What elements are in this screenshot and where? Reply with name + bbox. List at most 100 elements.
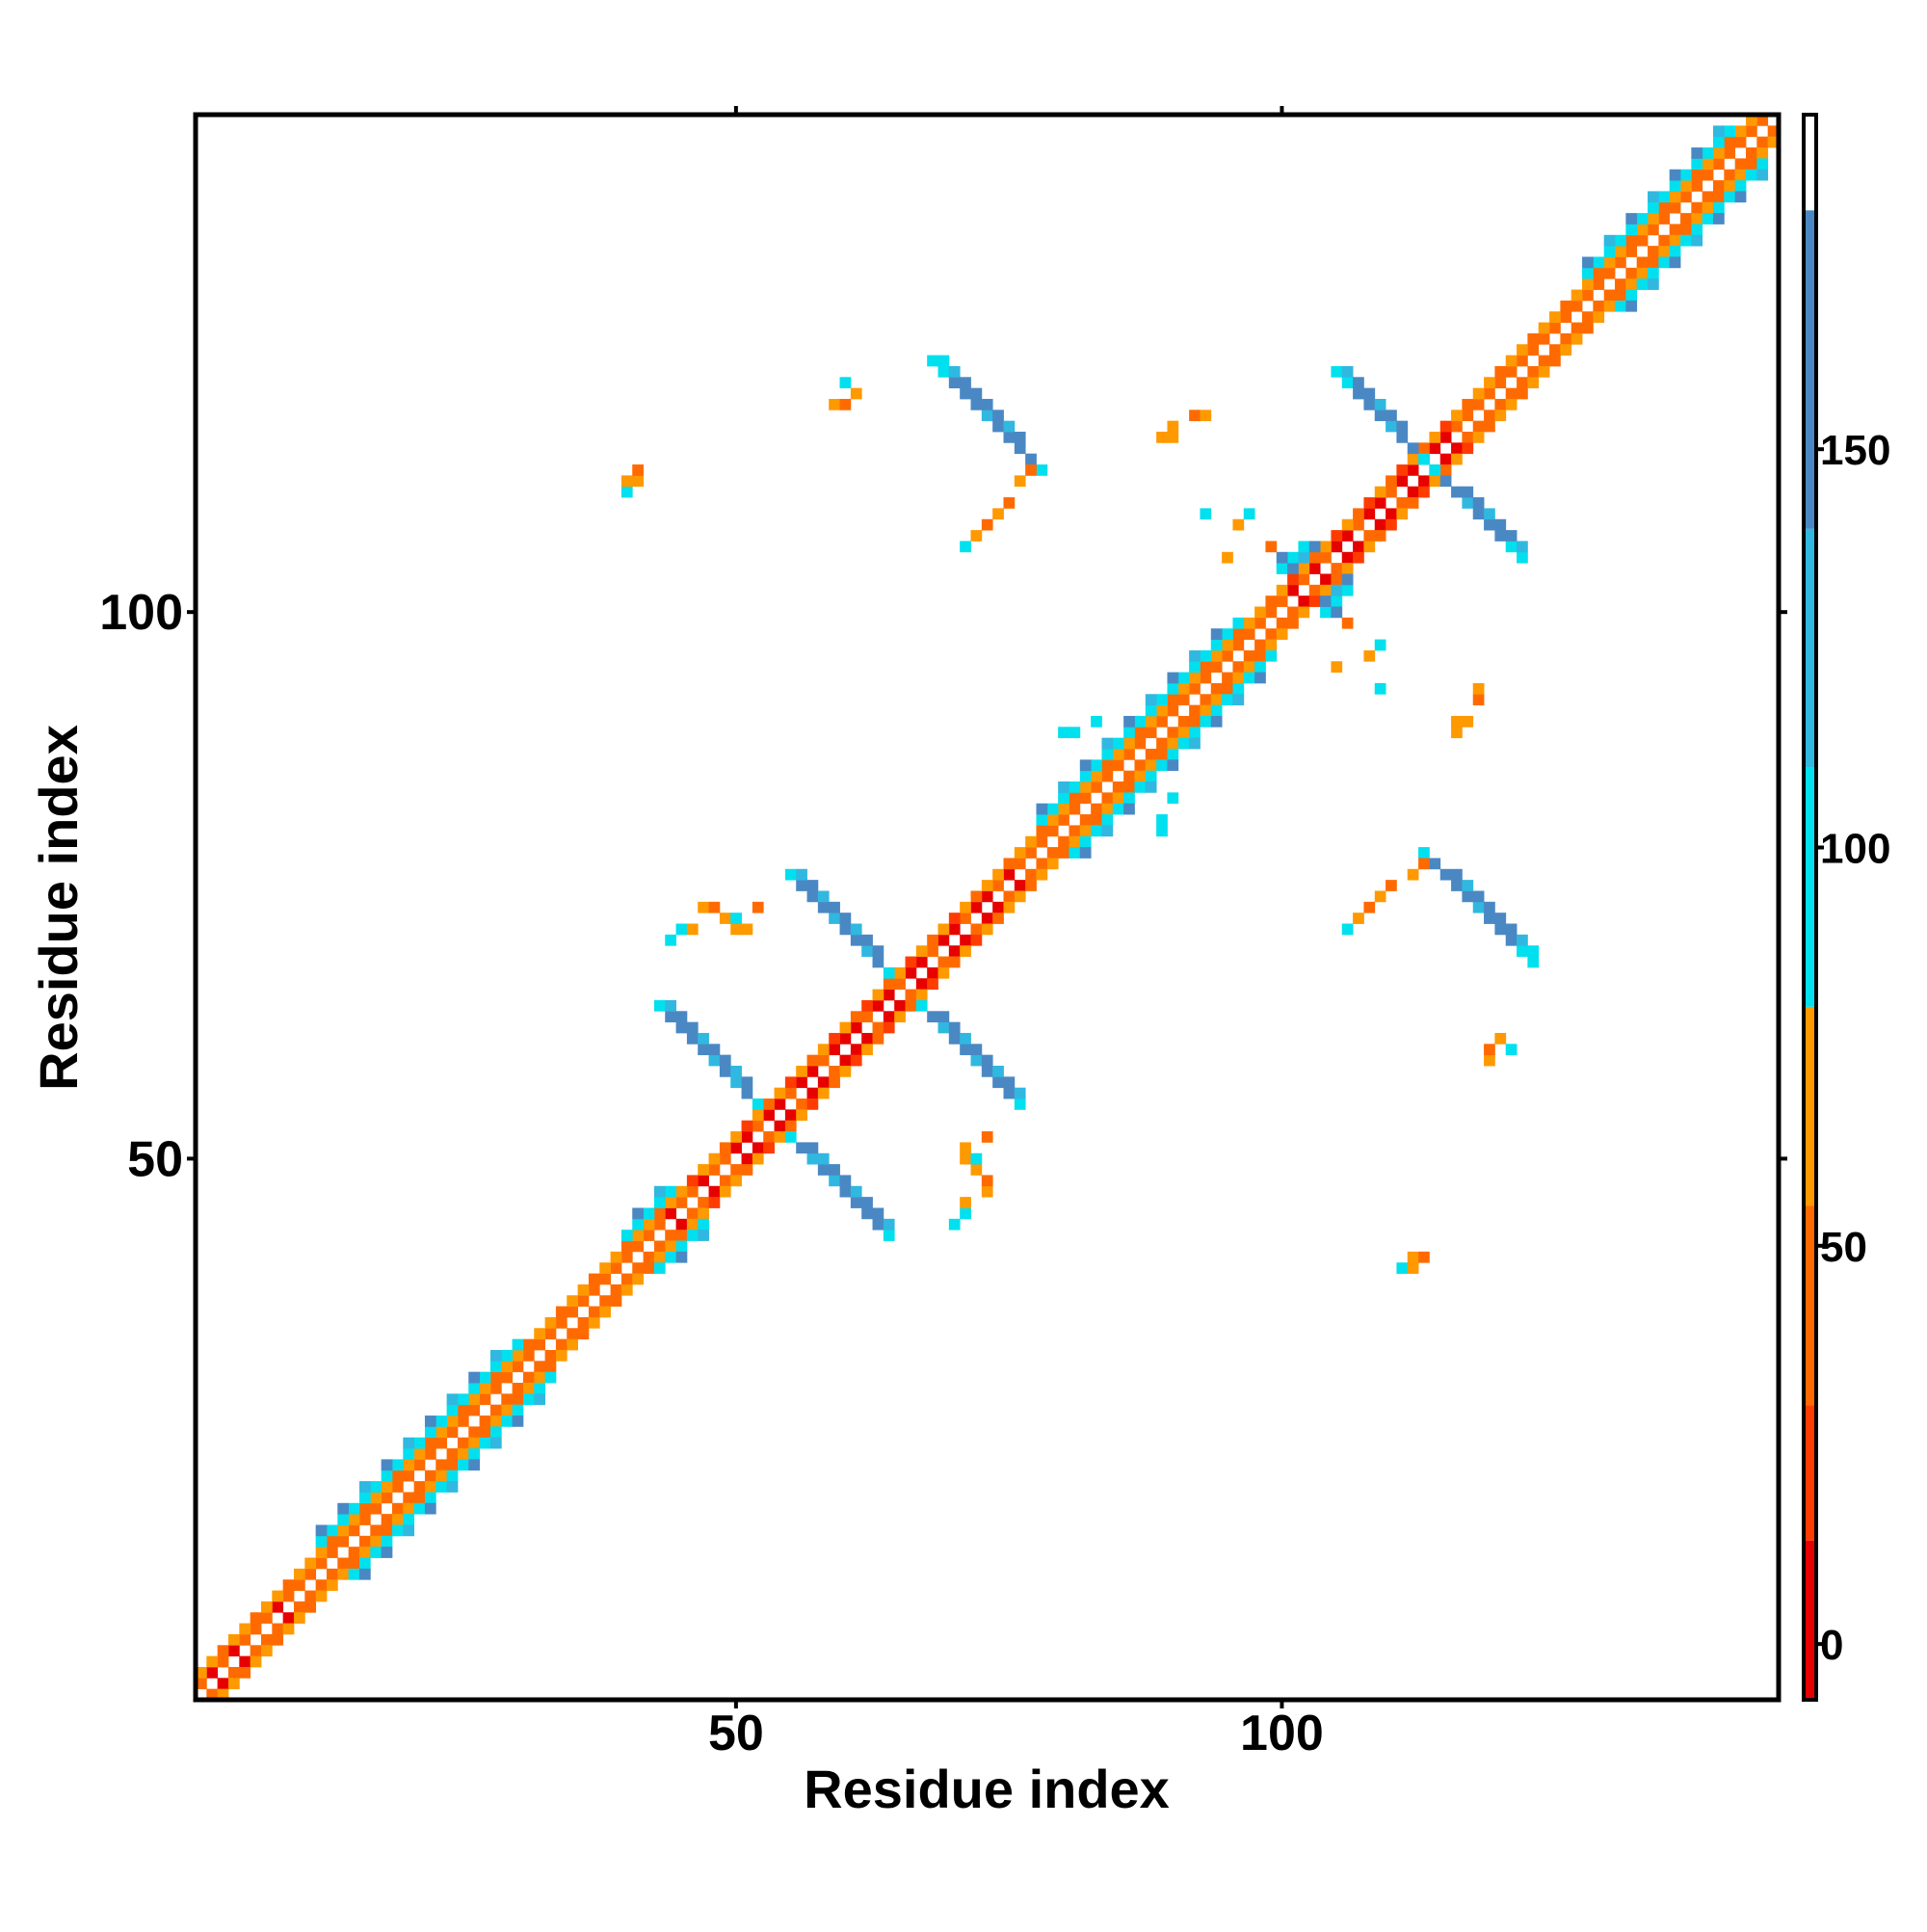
cell <box>1625 267 1638 279</box>
cell <box>1603 234 1616 247</box>
cell <box>960 1142 971 1154</box>
cell <box>489 1361 502 1373</box>
cell <box>1134 737 1147 750</box>
cell <box>1724 191 1736 203</box>
cell <box>1451 868 1463 881</box>
cell <box>1658 191 1671 203</box>
cell <box>1320 595 1332 607</box>
cell <box>1003 432 1016 443</box>
cell <box>1582 278 1594 290</box>
cell <box>1091 814 1102 826</box>
cell <box>872 1021 884 1034</box>
cell <box>436 1481 448 1493</box>
cell <box>970 530 983 542</box>
cell <box>479 1393 491 1406</box>
cell <box>883 1011 895 1023</box>
cell <box>665 1197 676 1208</box>
cell <box>1494 913 1507 924</box>
cell <box>915 978 928 990</box>
cell <box>282 1612 295 1624</box>
cell <box>1276 584 1288 596</box>
cell <box>250 1645 262 1657</box>
cell <box>1702 213 1714 225</box>
cell <box>1648 256 1659 269</box>
cell <box>1145 770 1157 782</box>
cell <box>763 1131 775 1143</box>
cell <box>1669 180 1681 192</box>
cell <box>1036 803 1048 815</box>
cell <box>1560 344 1572 356</box>
cell <box>315 1524 328 1537</box>
cell <box>730 1142 742 1154</box>
cell <box>839 1185 852 1198</box>
cell <box>796 1076 807 1089</box>
cell <box>1156 737 1168 750</box>
cell <box>1243 617 1255 629</box>
cell <box>1713 125 1725 138</box>
cell <box>653 1197 666 1208</box>
cell <box>970 923 983 936</box>
cell <box>1079 835 1092 848</box>
cell <box>1472 890 1485 903</box>
cell <box>1582 267 1594 279</box>
cell <box>413 1481 426 1493</box>
cell <box>1298 563 1310 574</box>
cell <box>544 1316 557 1329</box>
cell <box>1439 868 1452 881</box>
cell <box>1189 661 1201 673</box>
cell <box>544 1328 557 1340</box>
cell <box>446 1459 459 1471</box>
cell <box>381 1547 393 1558</box>
cell <box>1462 432 1474 443</box>
cell <box>1308 584 1321 596</box>
cell <box>1615 300 1626 312</box>
cell <box>381 1481 393 1493</box>
cell <box>643 1262 655 1274</box>
cell <box>948 365 961 378</box>
cell <box>1243 508 1255 520</box>
cell <box>872 1218 884 1231</box>
cell <box>468 1448 481 1460</box>
cell <box>1603 267 1616 279</box>
cell <box>206 1666 219 1679</box>
cell <box>1549 344 1561 356</box>
cell <box>1374 890 1386 903</box>
cell <box>1046 814 1059 826</box>
cell <box>1669 169 1681 181</box>
cell <box>1320 606 1332 619</box>
cell <box>960 541 971 553</box>
cell <box>1167 749 1179 760</box>
cell <box>1112 781 1124 793</box>
cell <box>960 377 971 389</box>
cell <box>1341 617 1354 629</box>
cell <box>1156 704 1168 717</box>
cell <box>1429 475 1441 488</box>
cell <box>1625 278 1638 290</box>
cell <box>1200 410 1212 422</box>
cell <box>1189 410 1201 422</box>
cell <box>599 1295 611 1307</box>
colorbar-band <box>1804 115 1816 211</box>
cell <box>1210 704 1223 717</box>
cell <box>708 1164 721 1176</box>
cell <box>1014 432 1026 443</box>
cell <box>358 1535 371 1548</box>
cell <box>948 1218 961 1231</box>
cell <box>1058 727 1069 739</box>
cell <box>850 1011 862 1023</box>
cell <box>1123 727 1135 739</box>
cell <box>337 1568 350 1580</box>
cell <box>1593 256 1605 269</box>
cell <box>915 989 928 1001</box>
cell <box>665 999 676 1012</box>
cell <box>370 1547 383 1558</box>
cell <box>1287 584 1299 596</box>
cell <box>1429 442 1441 455</box>
cell <box>1243 672 1255 684</box>
colorbar-tick-label: 0 <box>1820 1622 1843 1669</box>
cell <box>1341 563 1354 574</box>
cell <box>1167 694 1179 706</box>
cell <box>643 1251 655 1263</box>
cell <box>1648 278 1659 290</box>
cell <box>534 1371 545 1384</box>
